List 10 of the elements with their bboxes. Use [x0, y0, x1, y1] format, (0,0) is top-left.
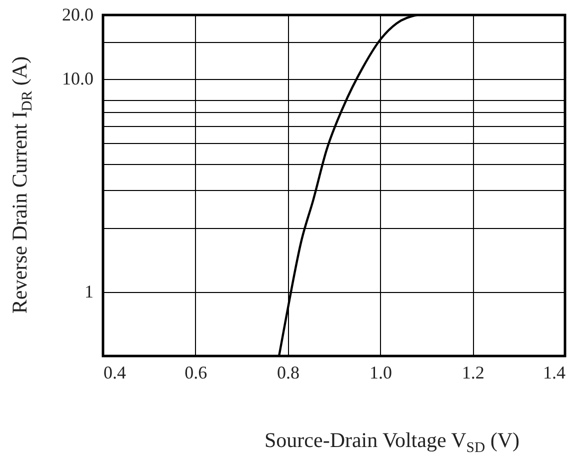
x-tick-label: 0.4 [104, 362, 126, 382]
y-tick-label: 10.0 [62, 68, 94, 89]
x-tick-label: 1.0 [369, 362, 392, 382]
x-tick-label: 0.6 [184, 362, 208, 382]
x-axis-title: Source-Drain Voltage V$_{SD}$ (V) [264, 428, 520, 458]
x-tick-label: 0.8 [277, 362, 300, 382]
x-tick-label: 1.4 [543, 362, 566, 382]
y-tick-label: 20.0 [62, 4, 94, 24]
x-tick-label: 1.2 [462, 362, 484, 382]
y-tick-label: 1 [84, 281, 94, 302]
